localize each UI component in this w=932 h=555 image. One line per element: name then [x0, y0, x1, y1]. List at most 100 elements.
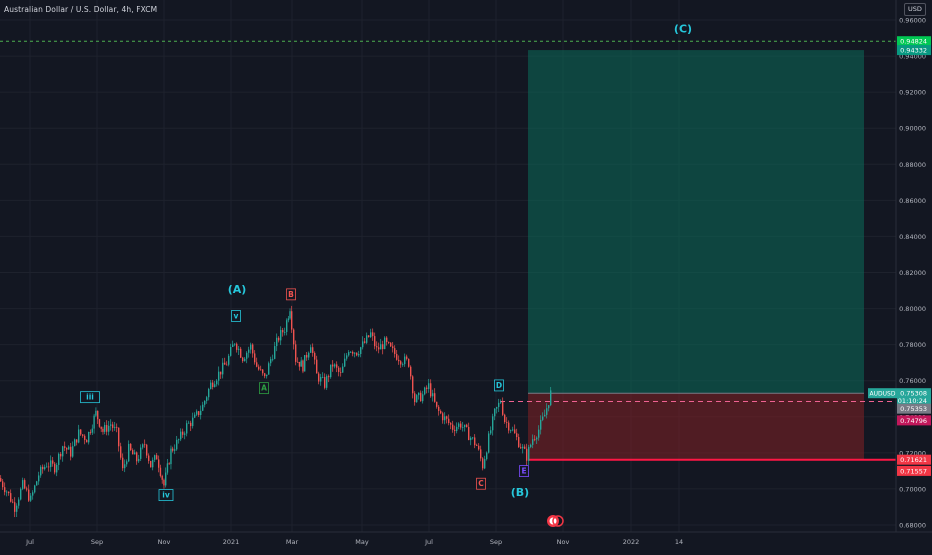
candle-body: [430, 383, 432, 397]
candle-body: [56, 464, 58, 473]
chart-title: Australian Dollar / U.S. Dollar, 4h, FXC…: [4, 5, 158, 14]
candle-body: [89, 432, 92, 433]
candle-body: [82, 434, 84, 436]
candle-body: [166, 463, 169, 473]
candle-body: [370, 332, 372, 338]
candle-body: [364, 341, 366, 343]
candle-body: [432, 393, 434, 397]
candle-body: [250, 344, 252, 350]
wave-label[interactable]: C: [478, 479, 484, 488]
wave-label-box[interactable]: [286, 288, 296, 301]
candle-body: [470, 437, 472, 441]
time-tick-label: 2022: [623, 538, 640, 546]
candle-body: [78, 429, 80, 443]
candle-body: [264, 373, 266, 377]
candle-body: [472, 437, 474, 439]
candle-body: [414, 393, 416, 403]
wave-label-box[interactable]: [80, 391, 100, 404]
candle-body: [208, 388, 210, 398]
price-label-tag[interactable]: [897, 395, 931, 406]
wave-label-box[interactable]: [158, 489, 174, 501]
candle-body: [258, 366, 260, 370]
wave-label[interactable]: A: [261, 384, 267, 393]
candle-body: [508, 422, 510, 431]
candle-body: [550, 390, 552, 406]
wave-label[interactable]: (C): [674, 23, 692, 36]
position-loss-zone[interactable]: [528, 393, 864, 460]
wave-label-box[interactable]: [231, 310, 241, 322]
candle-body: [462, 427, 464, 428]
candle-body: [266, 374, 268, 377]
candle-body: [252, 344, 254, 354]
wave-label[interactable]: iii: [86, 393, 94, 402]
candle-body: [226, 364, 228, 366]
candle-body: [374, 336, 376, 347]
wave-label[interactable]: iv: [162, 491, 170, 500]
candle-body: [172, 448, 174, 451]
candle-body: [354, 352, 356, 354]
candle-body: [6, 491, 8, 493]
candle-body: [30, 495, 32, 501]
price-tick-label: 0.78000: [899, 341, 926, 349]
candle-body: [0, 478, 2, 482]
time-axis[interactable]: Jul Sep Nov 2021 Mar May Jul Sep Nov 2022 14: [0, 531, 932, 550]
candle-body: [356, 352, 358, 356]
wave-labels: (A) (C) (B) iii iv v A B C D E: [80, 23, 692, 501]
wave-label-box[interactable]: [259, 382, 269, 395]
candle-body: [326, 376, 328, 388]
wave-label[interactable]: B: [288, 290, 294, 299]
candle-body: [480, 449, 482, 459]
candle-body: [442, 413, 444, 421]
candle-body: [378, 347, 380, 350]
candle-body: [76, 439, 78, 443]
currency-label[interactable]: USD: [904, 3, 926, 16]
price-label-tag[interactable]: [897, 45, 931, 56]
dividend-earnings-icon[interactable]: [547, 515, 564, 527]
candle-body: [270, 359, 272, 364]
position-profit-zone[interactable]: [528, 50, 864, 394]
candle-body: [150, 460, 152, 468]
wave-label[interactable]: D: [496, 381, 502, 390]
candle-body: [60, 453, 62, 457]
wave-label[interactable]: (B): [511, 486, 529, 499]
candle-body: [520, 447, 522, 449]
price-tick-label: 0.94000: [899, 53, 926, 61]
candle-body: [440, 410, 442, 414]
wave-label[interactable]: E: [521, 467, 526, 476]
candle-body: [396, 353, 398, 360]
symbol-tag[interactable]: [868, 388, 897, 399]
candle-body: [360, 347, 362, 354]
wave-label-box[interactable]: [476, 477, 486, 490]
candle-body: [144, 444, 146, 446]
candle-body: [416, 395, 418, 403]
candle-body: [342, 366, 344, 373]
candle-body: [312, 347, 314, 353]
candle-body: [394, 348, 396, 354]
wave-label[interactable]: v: [234, 311, 239, 320]
price-label-tag[interactable]: [897, 36, 931, 47]
price-tick-label: 0.86000: [899, 197, 926, 205]
price-label-tag[interactable]: [897, 415, 931, 426]
price-label-tag[interactable]: [897, 454, 931, 465]
candle-body: [154, 455, 156, 460]
candle-body: [42, 466, 44, 470]
price-label-tag[interactable]: [897, 403, 931, 414]
candle-body: [450, 423, 452, 425]
price-label-tag[interactable]: [897, 388, 931, 399]
price-label-tag[interactable]: [897, 465, 931, 476]
candle-body: [406, 356, 408, 359]
candle-body: [222, 362, 224, 375]
candle-body: [448, 418, 450, 424]
wave-label[interactable]: (A): [228, 283, 247, 296]
wave-label-box[interactable]: [519, 465, 529, 477]
price-axis[interactable]: 0.96000 0.94000 0.92000 0.90000 0.88000 0.860…: [868, 0, 932, 550]
candle-body: [122, 457, 124, 469]
candle-body: [426, 387, 428, 390]
wave-label-box[interactable]: [494, 379, 504, 392]
candle-body: [54, 463, 56, 473]
time-tick-label: 2021: [223, 538, 240, 546]
candle-body: [436, 401, 438, 407]
candle-body: [102, 428, 104, 432]
